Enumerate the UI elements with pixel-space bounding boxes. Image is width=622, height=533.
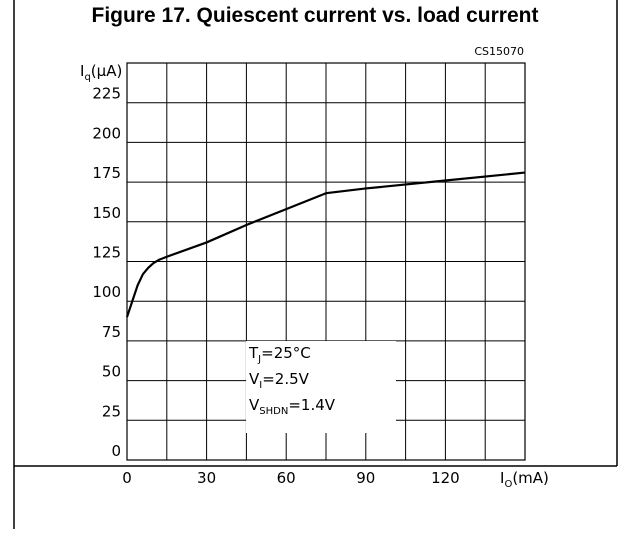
y-tick-label: 200: [92, 124, 121, 142]
annotation: VI=2.5V: [249, 370, 310, 391]
annotation-rest: =25°C: [261, 344, 311, 362]
x-tick-label: 90: [356, 469, 375, 487]
annotation-sub: SHDN: [259, 406, 288, 417]
y-axis-label: Iq(µA): [80, 62, 122, 83]
annotation-main: V: [249, 396, 260, 414]
annotation-sub: J: [257, 354, 261, 365]
x-tick-label: 120: [431, 469, 460, 487]
y-tick-label: 100: [92, 283, 121, 301]
chart-title: Figure 17. Quiescent current vs. load cu…: [92, 4, 539, 27]
y-tick-label: 75: [102, 323, 121, 341]
annotation-rest: =2.5V: [262, 370, 309, 388]
y-tick-label: 50: [102, 363, 121, 381]
annotation-rest: =1.4V: [288, 396, 335, 414]
x-tick-label: 0: [122, 469, 132, 487]
line-series: [125, 171, 526, 318]
y-tick-label: 25: [102, 402, 121, 420]
x-axis-label: IO(mA): [500, 469, 549, 490]
y-tick-label: 150: [92, 204, 121, 222]
plot-frame: [126, 62, 526, 461]
x-tick-label: 60: [277, 469, 296, 487]
annotation: TJ=25°C: [248, 344, 311, 365]
annotation-sub: I: [259, 380, 262, 391]
annotation-box: [246, 341, 396, 433]
y-tick-label: 225: [92, 85, 121, 103]
figure-code: CS15070: [474, 45, 524, 58]
y-tick-label: 175: [92, 164, 121, 182]
annotation: VSHDN=1.4V: [249, 396, 336, 417]
annotation-main: T: [248, 344, 259, 362]
y-tick-label: 125: [92, 244, 121, 262]
x-tick-label: 30: [197, 469, 216, 487]
annotation-main: V: [249, 370, 260, 388]
y-tick-label: 0: [111, 442, 121, 460]
